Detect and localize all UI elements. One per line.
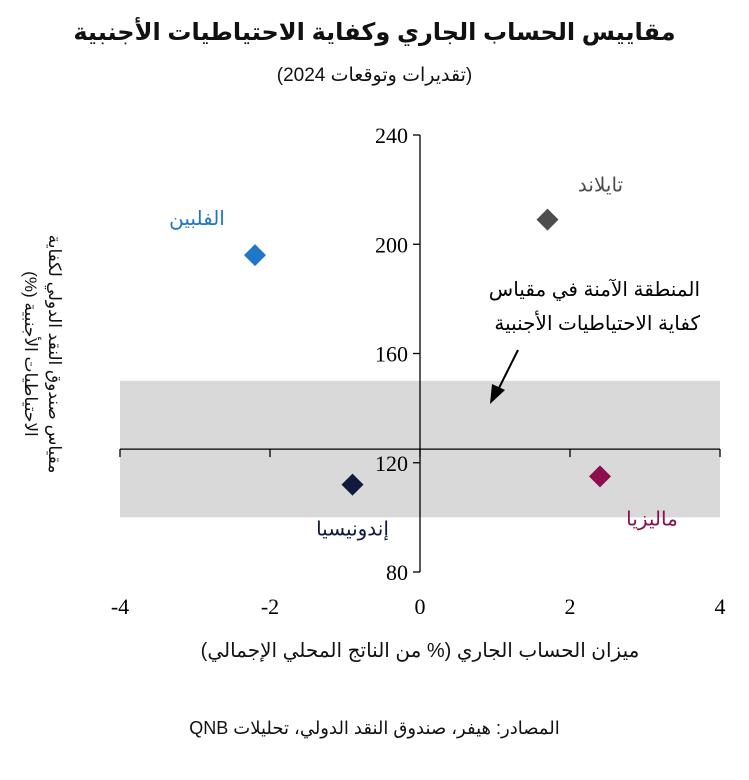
safe-zone-label: المنطقة الآمنة في مقياس كفاية الاحتياطيات… xyxy=(489,278,701,335)
data-point-marker xyxy=(589,465,611,488)
data-point-label: الفلبين xyxy=(169,208,225,230)
x-tick-label: 2 xyxy=(565,594,576,619)
source-note: المصادر: هيفر، صندوق النقد الدولي، تحليل… xyxy=(189,718,560,738)
data-point-marker xyxy=(244,244,266,267)
data-point-label: تايلاند xyxy=(578,175,623,197)
annotation-arrow-shaft xyxy=(496,349,519,393)
x-tick-label: 4 xyxy=(715,594,726,619)
y-tick-label: 160 xyxy=(375,342,408,367)
annotation-arrow-head xyxy=(490,384,505,404)
x-tick-label: -2 xyxy=(261,594,279,619)
y-tick-label: 240 xyxy=(375,123,408,148)
data-point-label: ماليزيا xyxy=(626,508,678,530)
chart-title: مقاييس الحساب الجاري وكفاية الاحتياطيات … xyxy=(73,19,676,46)
x-tick-label: 0 xyxy=(415,594,426,619)
x-axis-label: ميزان الحساب الجاري (% من الناتج المحلي … xyxy=(200,640,640,662)
y-tick-label: 80 xyxy=(386,560,408,585)
y-tick-label: 120 xyxy=(375,451,408,476)
data-point-label: إندونيسيا xyxy=(316,519,389,542)
data-point-marker xyxy=(536,208,559,231)
y-axis-label: مقياس صندوق النقد الدولي لكفاية الاحتياط… xyxy=(21,234,64,474)
data-point-marker xyxy=(341,473,364,496)
y-tick-label: 200 xyxy=(375,232,408,257)
x-tick-label: -4 xyxy=(111,594,129,619)
chart-subtitle: (تقديرات وتوقعات 2024) xyxy=(276,65,473,86)
